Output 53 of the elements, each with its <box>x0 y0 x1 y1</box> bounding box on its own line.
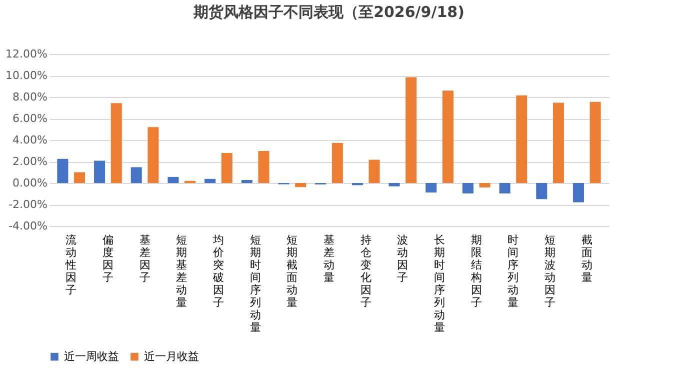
bar <box>221 153 232 183</box>
bar <box>590 102 601 183</box>
bar <box>241 180 252 183</box>
x-tick-label: 基差因子 <box>139 234 150 284</box>
y-tick-label: 2.00% <box>12 155 48 168</box>
x-tick-label: 短期时间序列动量 <box>250 234 261 334</box>
bar <box>130 167 142 183</box>
x-tick-label: 长期时间序列动量 <box>434 234 446 334</box>
x-tick-label: 流动性因子 <box>64 234 77 296</box>
bar <box>74 172 86 183</box>
y-tick-label: -2.00% <box>8 198 48 211</box>
bar <box>516 95 528 183</box>
x-tick-label: 持仓变化因子 <box>360 234 372 309</box>
bar <box>204 178 216 183</box>
bar <box>168 176 179 183</box>
y-tick-label: 0.00% <box>12 176 48 190</box>
x-tick-label: 偏度因子 <box>102 234 114 284</box>
x-tick-label: 短期基差动量 <box>176 234 188 309</box>
legend-label: 近一月收益 <box>144 350 199 363</box>
bar <box>552 102 564 183</box>
bar <box>368 160 380 183</box>
bar <box>258 150 270 183</box>
x-tick-label: 基差动量 <box>324 234 334 284</box>
bar <box>536 183 548 200</box>
bar <box>406 77 417 183</box>
chart-title: 期货风格因子不同表现（至2026/9/18) <box>192 3 464 21</box>
bar <box>462 183 474 194</box>
y-tick-label: 4.00% <box>12 134 48 146</box>
legend-label: 近一周收益 <box>64 350 119 363</box>
y-tick-label: 8.00% <box>12 90 48 104</box>
x-tick-label: 时间序列动量 <box>508 234 519 309</box>
y-tick-label: 10.00% <box>6 69 48 82</box>
x-tick-label: 截面动量 <box>581 234 592 284</box>
x-tick-label: 期限结构因子 <box>470 234 482 309</box>
x-tick-label: 短期波动因子 <box>544 234 556 309</box>
bar <box>442 90 454 183</box>
bar <box>295 183 306 188</box>
y-tick-label: -4.00% <box>8 220 48 232</box>
bar <box>57 158 68 183</box>
y-tick-label: 12.00% <box>6 48 48 60</box>
bar <box>148 127 159 183</box>
bar <box>572 183 584 202</box>
bar <box>479 183 490 188</box>
bar <box>426 183 437 192</box>
bar <box>110 103 122 183</box>
y-tick-label: 6.00% <box>12 112 48 125</box>
bar <box>499 183 510 194</box>
bar <box>388 183 400 186</box>
bar <box>332 142 343 183</box>
x-tick-label: 短期截面动量 <box>286 234 298 309</box>
x-tick-label: 波动因子 <box>397 234 408 284</box>
bar <box>94 160 106 183</box>
x-tick-label: 均价突破因子 <box>212 234 224 309</box>
